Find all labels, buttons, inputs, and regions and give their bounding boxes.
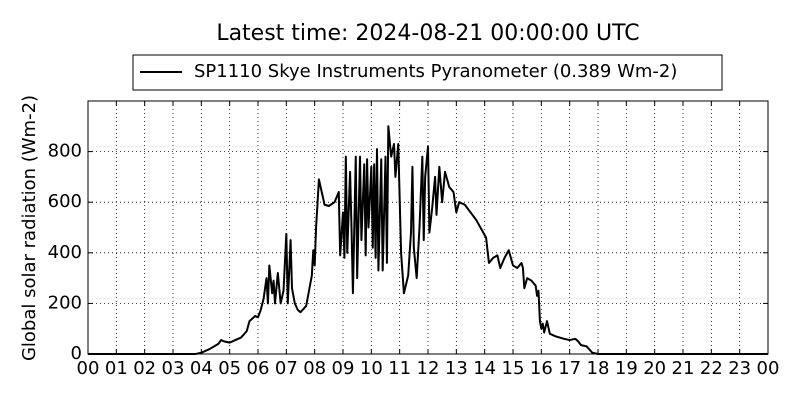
x-tick-label: 20: [643, 358, 666, 379]
x-tick-label: 19: [615, 358, 638, 379]
x-tick-label: 11: [388, 358, 411, 379]
x-tick-label: 03: [162, 358, 185, 379]
chart-title: Latest time: 2024-08-21 00:00:00 UTC: [216, 21, 639, 46]
legend-label: SP1110 Skye Instruments Pyranometer (0.3…: [194, 61, 677, 82]
x-tick-label: 22: [700, 358, 723, 379]
x-tick-label: 07: [275, 358, 298, 379]
y-tick-label: 400: [48, 242, 82, 263]
x-tick-label: 15: [502, 358, 525, 379]
x-tick-label: 01: [105, 358, 128, 379]
x-tick-label: 13: [445, 358, 468, 379]
x-tick-label: 12: [417, 358, 440, 379]
legend-box: [132, 54, 723, 91]
x-tick-label: 05: [218, 358, 241, 379]
x-tick-label: 04: [190, 358, 213, 379]
y-tick-label: 0: [71, 343, 82, 364]
data-line: [88, 125, 768, 355]
plot-frame: [87, 100, 769, 355]
x-tick-label: 17: [558, 358, 581, 379]
y-axis-label: Global solar radiation (Wm-2): [19, 95, 40, 361]
y-tick-label: 600: [48, 191, 82, 212]
x-tick-label: 10: [360, 358, 383, 379]
y-tick-label: 800: [48, 141, 82, 162]
x-tick-label: 02: [133, 358, 156, 379]
x-tick-label: 08: [303, 358, 326, 379]
x-tick-label: 18: [587, 358, 610, 379]
x-tick-label: 16: [530, 358, 553, 379]
x-tick-label: 06: [247, 358, 270, 379]
x-tick-label: 00: [757, 358, 780, 379]
x-tick-label: 00: [77, 358, 100, 379]
x-tick-label: 09: [332, 358, 355, 379]
x-tick-label: 21: [672, 358, 695, 379]
x-tick-label: 23: [728, 358, 751, 379]
y-tick-label: 200: [48, 292, 82, 313]
x-tick-label: 14: [473, 358, 496, 379]
